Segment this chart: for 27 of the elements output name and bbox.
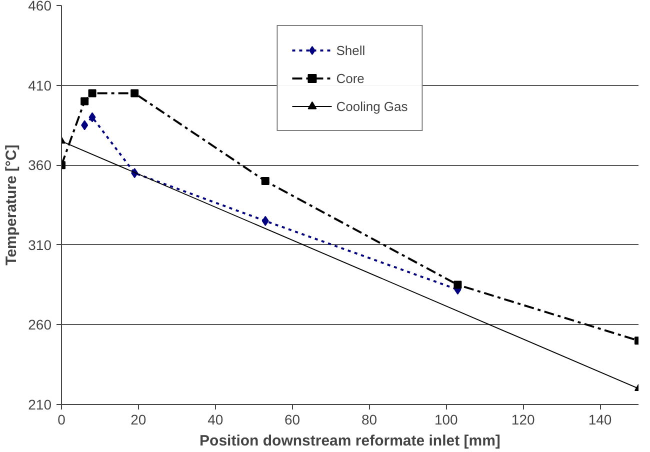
y-axis-title: Temperature [°C] (3, 144, 20, 266)
point (130, 89, 139, 98)
x-tick-label: 40 (208, 412, 224, 428)
point (262, 216, 269, 226)
x-tick-label: 140 (588, 412, 612, 428)
point (88, 89, 96, 98)
y-tick-label: 360 (28, 157, 52, 174)
point (81, 120, 88, 130)
y-tick-label: 260 (28, 316, 52, 333)
y-tick-label: 210 (28, 396, 52, 412)
x-tick-label: 60 (284, 412, 300, 428)
legend-label: Cooling Gas (336, 98, 408, 114)
point (80, 97, 89, 106)
legend-label: Core (336, 70, 364, 86)
y-tick-label: 460 (28, 0, 52, 14)
x-axis-title: Position downstream reformate inlet [mm] (200, 432, 500, 450)
point (261, 177, 270, 186)
x-tick-label: 100 (434, 412, 458, 428)
x-tick-label: 120 (511, 412, 535, 428)
x-tick-label: 20 (130, 412, 146, 428)
x-tick-label: 80 (361, 412, 378, 428)
x-tick-label: 0 (58, 412, 66, 428)
point (88, 112, 96, 122)
point (454, 280, 462, 289)
y-tick-label: 310 (28, 236, 52, 253)
legend-label: Shell (336, 42, 366, 58)
y-tick-label: 410 (28, 77, 52, 94)
